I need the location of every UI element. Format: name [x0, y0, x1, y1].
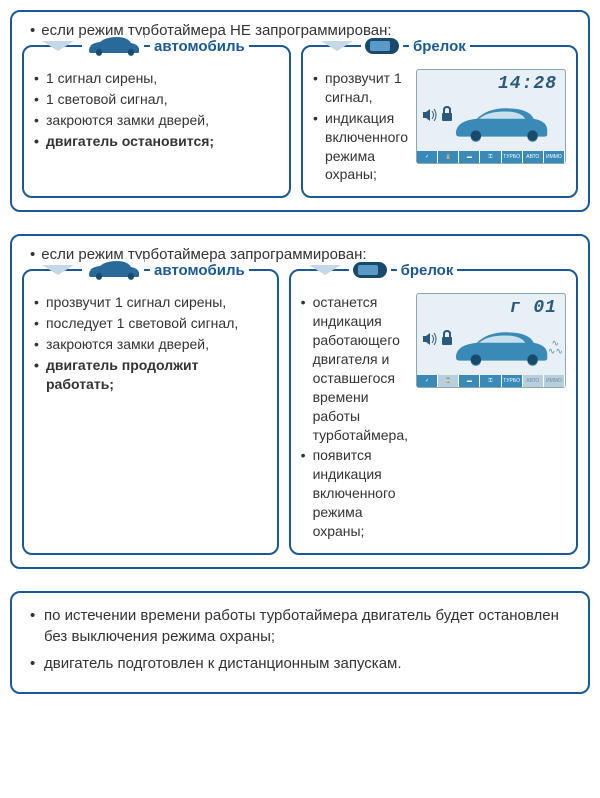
car-icon: [82, 259, 144, 281]
footer-list: по истечении времени работы турботаймера…: [30, 605, 570, 674]
footer-panel: по истечении времени работы турботаймера…: [10, 591, 590, 694]
lcd-status-bar: ✓⌛▬⚿ТУРБОАВТОИММО: [417, 151, 565, 163]
keyfob-icon: [349, 259, 391, 281]
list-item: последует 1 световой сигнал,: [34, 314, 267, 333]
lcd-tag: ▬: [459, 375, 480, 387]
lcd-display: 14:28 ✓⌛▬⚿ТУРБОАВТОИММО: [416, 69, 566, 164]
list-item: двигатель остановится;: [34, 132, 279, 151]
column-label: автомобиль: [150, 38, 249, 55]
chevron-icon: [42, 41, 74, 51]
column-label: брелок: [409, 38, 470, 55]
lcd-tag: ⚿: [480, 151, 501, 163]
lcd-car-icon: [445, 102, 555, 149]
lcd-status-bar: ✓⌛▬⚿ТУРБОАВТОИММО: [417, 375, 565, 387]
chevron-icon: [42, 265, 74, 275]
column-label: автомобиль: [150, 262, 249, 279]
lcd-time: 14:28: [498, 74, 557, 94]
lcd-tag: ⚿: [480, 375, 501, 387]
column-label: брелок: [397, 262, 458, 279]
list-item: появится индикация включенного режима ох…: [301, 446, 408, 540]
panel-turbo-on: •если режим турботаймера запрограммирова…: [10, 234, 590, 569]
speaker-icon: [422, 108, 438, 127]
lcd-tag: АВТО: [523, 375, 544, 387]
speaker-icon: [422, 332, 438, 351]
car-list: 1 сигнал сирены, 1 световой сигнал, закрою…: [34, 69, 279, 153]
keyfob-icon: [361, 35, 403, 57]
chevron-icon: [321, 41, 353, 51]
list-item: индикация включенного режима охраны;: [313, 109, 408, 185]
list-item: закроются замки дверей,: [34, 335, 267, 354]
car-list: прозвучит 1 сигнал сирены, последует 1 св…: [34, 293, 267, 395]
fob-list: прозвучит 1 сигнал,индикация включенного…: [313, 69, 408, 186]
lcd-tag: ⌛: [438, 375, 459, 387]
list-item: прозвучит 1 сигнал сирены,: [34, 293, 267, 312]
lcd-tag: ИММО: [544, 151, 565, 163]
lcd-tag: ТУРБО: [502, 375, 523, 387]
list-item: 1 сигнал сирены,: [34, 69, 279, 88]
chevron-icon: [309, 265, 341, 275]
fob-list: останется индикация работающего двигател…: [301, 293, 408, 543]
lcd-tag: ▬: [459, 151, 480, 163]
lcd-display: г 01∿∿∿✓⌛▬⚿ТУРБОАВТОИММО: [416, 293, 566, 388]
lcd-car-icon: [445, 326, 555, 373]
column-car: автомобиль 1 сигнал сирены,1 световой си…: [22, 45, 291, 198]
panel-turbo-off: •если режим турботаймера НЕ запрограммир…: [10, 10, 590, 212]
list-item: по истечении времени работы турботаймера…: [30, 605, 570, 647]
list-item: прозвучит 1 сигнал,: [313, 69, 408, 107]
column-car: автомобиль прозвучит 1 сигнал сирены,пос…: [22, 269, 279, 555]
lcd-tag: ✓: [417, 375, 438, 387]
list-item: двигатель продолжит работать;: [34, 356, 267, 394]
lcd-tag: ИММО: [544, 375, 565, 387]
list-item: двигатель подготовлен к дистанционным за…: [30, 653, 570, 674]
lcd-tag: АВТО: [523, 151, 544, 163]
column-fob: брелок останется индикация работающего д…: [289, 269, 578, 555]
list-item: останется индикация работающего двигател…: [301, 293, 408, 444]
list-item: 1 световой сигнал,: [34, 90, 279, 109]
lcd-tag: ТУРБО: [502, 151, 523, 163]
lcd-tag: ⌛: [438, 151, 459, 163]
column-fob: брелок прозвучит 1 сигнал,индикация вклю…: [301, 45, 578, 198]
lcd-tag: ✓: [417, 151, 438, 163]
list-item: закроются замки дверей,: [34, 111, 279, 130]
lcd-time: г 01: [510, 298, 557, 318]
car-icon: [82, 35, 144, 57]
